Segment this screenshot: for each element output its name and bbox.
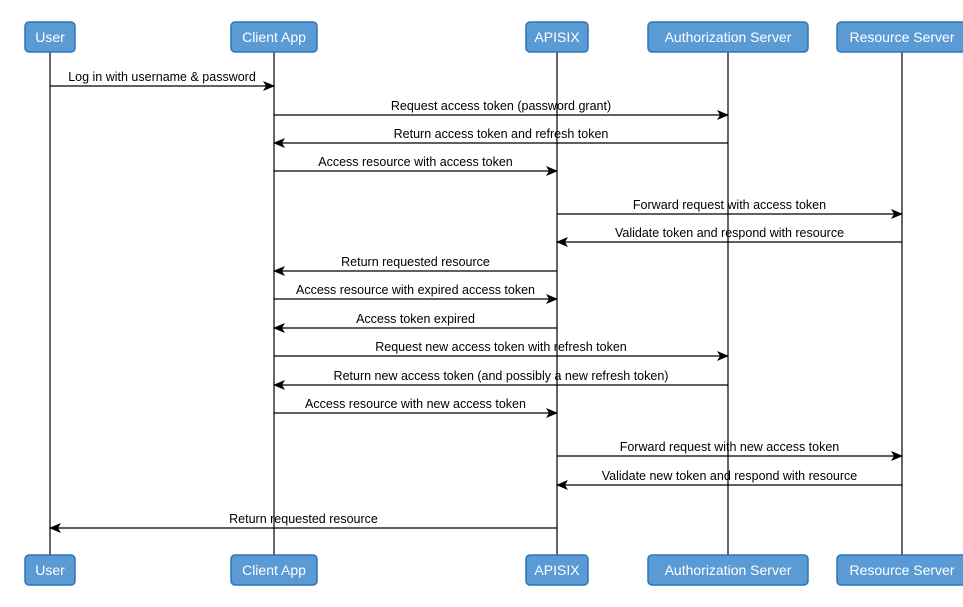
message-label-3: Access resource with access token	[318, 155, 513, 169]
message-label-13: Validate new token and respond with reso…	[602, 469, 858, 483]
message-label-6: Return requested resource	[341, 255, 490, 269]
actor-apisix: APISIX	[526, 22, 588, 52]
actor-label-user: User	[35, 29, 65, 45]
actor-label-user: User	[35, 562, 65, 578]
actor-label-client: Client App	[242, 562, 306, 578]
message-label-1: Request access token (password grant)	[391, 99, 611, 113]
actor-res: Resource Server	[837, 22, 963, 52]
actor-client: Client App	[231, 22, 317, 52]
actor-user: User	[25, 22, 75, 52]
message-label-5: Validate token and respond with resource	[615, 226, 844, 240]
message-label-11: Access resource with new access token	[305, 397, 526, 411]
actor-label-apisix: APISIX	[534, 562, 580, 578]
message-label-14: Return requested resource	[229, 512, 378, 526]
sequence-diagram: User Client App APISIX Authorization Server…	[10, 10, 963, 597]
actor-label-client: Client App	[242, 29, 306, 45]
message-label-7: Access resource with expired access toke…	[296, 283, 535, 297]
message-label-4: Forward request with access token	[633, 198, 826, 212]
message-label-8: Access token expired	[356, 312, 475, 326]
actor-auth: Authorization Server	[648, 555, 808, 585]
actor-label-apisix: APISIX	[534, 29, 580, 45]
actor-res: Resource Server	[837, 555, 963, 585]
actor-auth: Authorization Server	[648, 22, 808, 52]
message-label-0: Log in with username & password	[68, 70, 256, 84]
actor-label-res: Resource Server	[849, 562, 954, 578]
actor-client: Client App	[231, 555, 317, 585]
actor-label-auth: Authorization Server	[665, 562, 792, 578]
actor-label-auth: Authorization Server	[665, 29, 792, 45]
actor-user: User	[25, 555, 75, 585]
actor-apisix: APISIX	[526, 555, 588, 585]
actor-label-res: Resource Server	[849, 29, 954, 45]
message-label-9: Request new access token with refresh to…	[375, 340, 627, 354]
message-label-2: Return access token and refresh token	[394, 127, 609, 141]
message-label-12: Forward request with new access token	[620, 440, 840, 454]
message-label-10: Return new access token (and possibly a …	[334, 369, 669, 383]
